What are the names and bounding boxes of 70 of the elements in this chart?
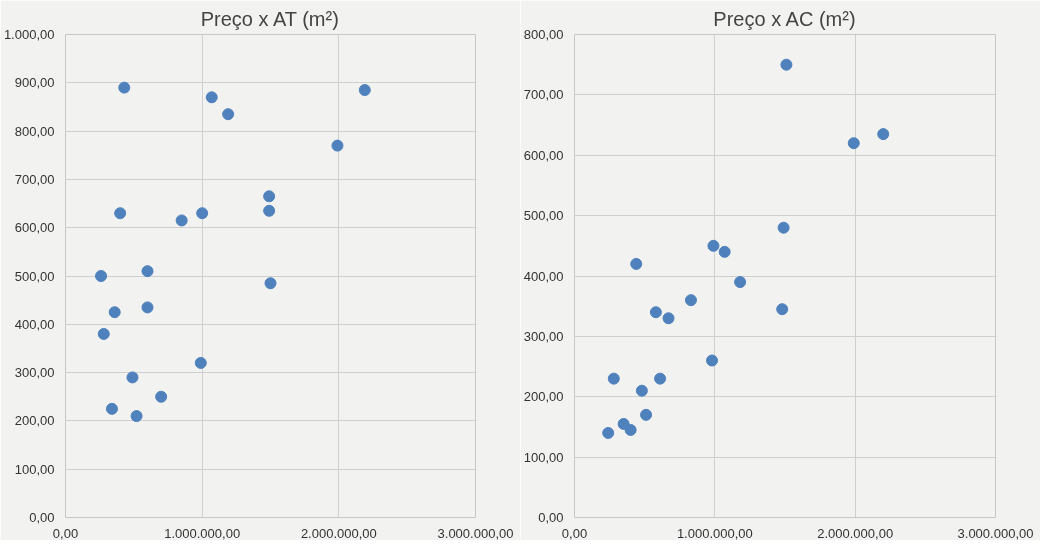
- point: [640, 408, 653, 421]
- y-tick-label: 500,00: [523, 208, 564, 224]
- y-tick-label: 900,00: [14, 75, 55, 91]
- point: [108, 306, 121, 319]
- x-tick-label: 0,00: [561, 525, 588, 541]
- point: [264, 277, 277, 290]
- point: [205, 91, 218, 104]
- point: [126, 371, 139, 384]
- y-tick-label: 500,00: [14, 268, 55, 284]
- point: [141, 265, 154, 278]
- point: [95, 270, 108, 282]
- x-tick-label: 2.000.000,00: [817, 525, 894, 541]
- x-tick-label: 1.000.000,00: [676, 525, 753, 541]
- y-tick-label: 800,00: [14, 123, 55, 139]
- point: [684, 294, 697, 307]
- point: [877, 128, 890, 141]
- chart-title: Preço x AC (m²): [713, 7, 856, 30]
- point: [780, 58, 793, 71]
- y-tick-label: 800,00: [523, 27, 564, 42]
- y-tick-label: 600,00: [523, 147, 564, 163]
- point: [141, 301, 154, 314]
- x-tick-label: 1.000.000,00: [164, 525, 241, 541]
- y-tick-label: 600,00: [14, 220, 55, 236]
- y-tick-label: 700,00: [14, 171, 55, 187]
- point: [776, 303, 789, 316]
- point: [130, 410, 143, 423]
- y-tick-label: 0,00: [538, 510, 564, 525]
- x-tick-label: 2.000.000,00: [300, 525, 377, 541]
- y-tick-label: 300,00: [14, 365, 55, 381]
- point: [194, 356, 207, 369]
- point: [649, 306, 662, 319]
- x-tick-label: 3.000.000,00: [957, 525, 1034, 541]
- x-tick-label: 3.000.000,00: [437, 525, 514, 541]
- point: [331, 139, 344, 152]
- y-tick-label: 200,00: [523, 389, 564, 405]
- point: [263, 190, 276, 203]
- point: [707, 239, 720, 252]
- point: [175, 214, 188, 227]
- point: [847, 137, 860, 150]
- point: [734, 276, 747, 289]
- point: [97, 327, 110, 340]
- point: [263, 204, 276, 217]
- x-tick-label: 0,00: [52, 525, 79, 541]
- point: [222, 108, 235, 121]
- point: [607, 372, 620, 385]
- y-tick-label: 100,00: [14, 461, 55, 477]
- point: [635, 384, 648, 397]
- y-tick-label: 0,00: [29, 510, 55, 525]
- y-tick-label: 700,00: [523, 87, 564, 103]
- point: [118, 81, 131, 94]
- chart-title: Preço x AT (m²): [200, 7, 339, 30]
- point: [777, 221, 790, 234]
- y-tick-label: 400,00: [523, 268, 564, 284]
- y-tick-label: 100,00: [523, 449, 564, 465]
- point: [718, 245, 731, 258]
- y-tick-label: 300,00: [523, 328, 564, 344]
- point: [624, 423, 637, 436]
- point: [105, 402, 118, 415]
- point: [706, 354, 719, 367]
- point: [630, 257, 643, 270]
- point: [662, 312, 675, 325]
- y-tick-label: 400,00: [14, 316, 55, 332]
- y-tick-label: 200,00: [14, 413, 55, 429]
- point: [155, 390, 168, 403]
- point: [196, 207, 209, 220]
- y-tick-label: 1.000,00: [3, 27, 55, 42]
- point: [602, 426, 615, 439]
- point: [654, 372, 667, 385]
- point: [114, 207, 127, 220]
- point: [358, 84, 371, 97]
